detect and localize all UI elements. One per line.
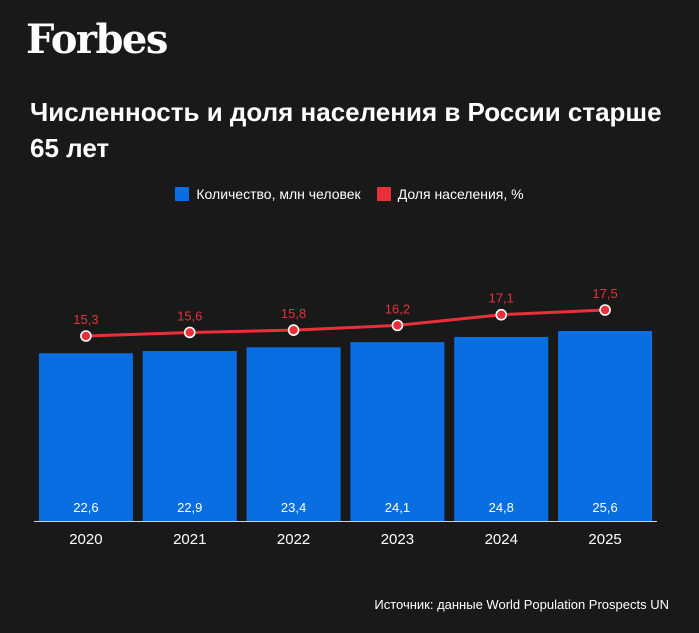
- x-tick-2023: 2023: [381, 531, 414, 548]
- legend-label-count: Количество, млн человек: [196, 186, 361, 202]
- share-label-2025: 17,5: [592, 286, 617, 301]
- share-label-2021: 15,6: [177, 308, 202, 323]
- share-point-2024: [495, 308, 508, 321]
- x-tick-2022: 2022: [277, 531, 310, 548]
- bar-label-2023: 24,1: [385, 500, 410, 515]
- share-point-2022: [287, 324, 300, 336]
- legend-item-count: Количество, млн человек: [175, 186, 361, 202]
- legend-swatch-count: [175, 187, 190, 201]
- bar-2025: [558, 331, 653, 521]
- x-tick-2024: 2024: [485, 531, 518, 548]
- share-point-2025: [599, 304, 611, 316]
- legend-label-share: Доля населения, %: [397, 186, 524, 202]
- share-label-2024: 17,1: [489, 291, 514, 306]
- bar-2021: [142, 351, 237, 521]
- share-point-2023: [391, 319, 404, 332]
- share-label-2022: 15,8: [281, 306, 306, 321]
- bar-label-2025: 25,6: [592, 500, 617, 515]
- bar-label-2022: 23,4: [281, 500, 306, 515]
- source-note: Источник: данные World Population Prospe…: [374, 597, 669, 612]
- bar-label-2021: 22,9: [177, 500, 202, 515]
- bar-label-2020: 22,6: [73, 500, 98, 515]
- chart-legend: Количество, млн человек Доля населения, …: [0, 186, 699, 202]
- bar-label-2024: 24,8: [489, 500, 514, 515]
- share-label-2023: 16,2: [385, 301, 410, 316]
- x-tick-2025: 2025: [588, 531, 621, 548]
- bar-2020: [38, 353, 133, 521]
- x-tick-2020: 2020: [69, 531, 102, 548]
- bar-2023: [350, 342, 445, 521]
- forbes-logo: Forbes: [26, 16, 168, 63]
- share-line: [85, 308, 606, 338]
- share-point-2021: [183, 326, 196, 339]
- legend-swatch-share: [376, 187, 391, 201]
- bar-2022: [246, 347, 341, 521]
- share-label-2020: 15,3: [73, 312, 98, 327]
- share-point-2020: [80, 330, 92, 342]
- legend-item-share: Доля населения, %: [376, 186, 524, 202]
- x-tick-2021: 2021: [173, 531, 206, 548]
- chart-title: Численность и доля населения в России ст…: [30, 97, 662, 163]
- bar-2024: [454, 336, 549, 521]
